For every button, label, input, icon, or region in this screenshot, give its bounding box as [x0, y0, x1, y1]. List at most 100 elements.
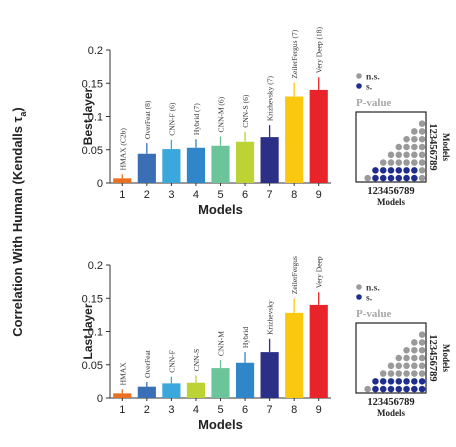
matrix-cell [387, 385, 395, 393]
matrix-cell [387, 151, 395, 159]
matrix-cell [411, 354, 418, 362]
matrix-cell [395, 151, 403, 159]
bar [162, 383, 181, 398]
legend-entry: n.s. [366, 73, 380, 83]
matrix-cell [379, 167, 387, 174]
matrix-cell [411, 151, 418, 159]
x-tick-label: 5 [217, 404, 223, 416]
bar-data-label: Krizhevsky (7) [266, 75, 275, 121]
matrix-cell [372, 378, 379, 385]
matrix-cell [372, 385, 379, 393]
matrix-cell [411, 128, 418, 135]
x-tick-label: 8 [291, 404, 297, 416]
matrix-frame [355, 111, 427, 183]
matrix-cell [364, 174, 371, 182]
matrix-cell [418, 143, 426, 151]
matrix-cell [403, 151, 410, 159]
chart-panel-2: Last layer 0 0.05 0.1 0.15 0.2 1 HMAX 2 OverFeat 3… [81, 256, 451, 432]
matrix-x-label: Models [377, 408, 405, 418]
y-tick-label: 0.15 [82, 293, 103, 305]
x-axis-label: Models [198, 417, 243, 432]
matrix-cell [403, 354, 410, 362]
matrix-cell [403, 159, 410, 166]
matrix-cell [411, 346, 418, 354]
bar-data-label: Very Deep (18) [315, 27, 324, 74]
bar-data-label: ZeilerFergus (7) [290, 29, 299, 78]
legend-entry: n.s. [366, 284, 380, 294]
matrix-x-ticks: 123456789 [367, 186, 414, 197]
inset-title: P-value [356, 97, 392, 109]
bar-data-label: CNN-F (6) [167, 102, 176, 136]
inset-title: P-value [356, 308, 392, 320]
matrix-cell [379, 385, 387, 393]
matrix-cell [372, 174, 379, 182]
y-tick-label: 0 [97, 393, 103, 405]
legend-swatch [356, 294, 362, 300]
x-tick-label: 1 [119, 404, 125, 416]
figure-ylabel: Correlation With Human (Kendalls τa) [10, 107, 28, 337]
matrix-cell [418, 378, 426, 385]
legend-swatch [356, 83, 362, 89]
matrix-cell [395, 370, 403, 377]
y-tick-label: 0.05 [82, 145, 103, 157]
matrix-cell [411, 167, 418, 174]
matrix-cell [403, 370, 410, 377]
bar [260, 137, 279, 183]
matrix-cell [395, 167, 403, 174]
bar [162, 149, 181, 183]
bar [186, 147, 206, 183]
matrix-cell [411, 370, 418, 377]
x-tick-label: 7 [267, 404, 273, 416]
matrix-cell [418, 135, 426, 143]
matrix-cell [418, 174, 426, 182]
matrix-y-label: Models [441, 133, 451, 161]
matrix-cell [411, 159, 418, 166]
bar-data-label: CNN-F [167, 350, 176, 373]
matrix-cell [418, 120, 426, 127]
figure-ylabel-close: ) [10, 107, 25, 111]
bar [285, 96, 304, 183]
x-tick-label: 4 [193, 404, 199, 416]
matrix-y-ticks: 123456789 [427, 334, 438, 381]
chart-panel-1: Best layer 0 0.05 0.1 0.15 0.2 1 HMAX (C2b) 2 Ove… [81, 27, 451, 217]
matrix-cell [418, 385, 426, 393]
matrix-cell [395, 159, 403, 166]
matrix-cell [364, 385, 371, 393]
bar [309, 89, 328, 183]
bar [186, 382, 206, 398]
matrix-cell [411, 135, 418, 143]
x-tick-label: 6 [242, 404, 248, 416]
matrix-cell [418, 346, 426, 354]
bar [137, 386, 156, 398]
matrix-cell [379, 370, 387, 377]
bar-data-label: OverFeat [143, 349, 152, 378]
matrix-x-ticks: 123456789 [367, 397, 414, 408]
matrix-cell [411, 385, 418, 393]
bar [113, 178, 132, 183]
bar-data-label: Hybrid (7) [192, 103, 201, 135]
x-tick-label: 5 [217, 189, 223, 201]
matrix-cell [411, 362, 418, 370]
matrix-cell [395, 385, 403, 393]
matrix-cell [403, 362, 410, 370]
bar-data-label: CNN-S [192, 349, 201, 372]
matrix-cell [395, 354, 403, 362]
x-tick-label: 3 [168, 189, 174, 201]
matrix-y-ticks: 123456789 [427, 123, 438, 170]
y-tick-label: 0.2 [88, 45, 103, 57]
matrix-cell [403, 143, 410, 151]
legend-swatch [356, 284, 362, 290]
panel-label: Last layer [81, 303, 95, 359]
matrix-cell [411, 378, 418, 385]
bar-data-label: OverFeat (8) [143, 100, 152, 139]
matrix-cell [411, 339, 418, 346]
matrix-y-label: Models [441, 344, 451, 372]
matrix-cell [372, 167, 379, 174]
matrix-cell [418, 167, 426, 174]
matrix-frame [355, 322, 427, 394]
matrix-cell [379, 174, 387, 182]
bar-data-label: HMAX (C2b) [118, 128, 127, 171]
matrix-cell [418, 159, 426, 166]
x-tick-label: 1 [119, 189, 125, 201]
x-tick-label: 9 [316, 189, 322, 201]
